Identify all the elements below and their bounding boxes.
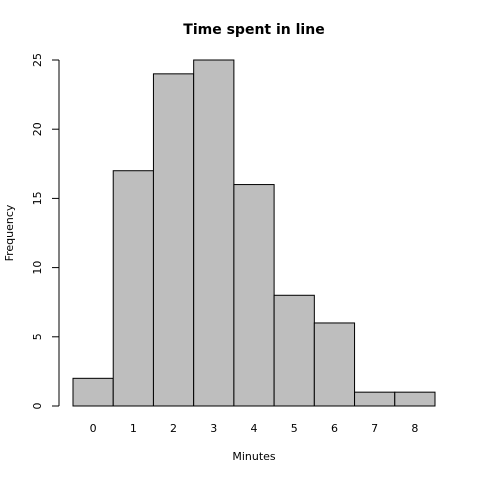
y-tick-label: 20: [31, 122, 44, 136]
x-tick-label: 1: [130, 422, 137, 435]
x-tick-label: 3: [210, 422, 217, 435]
y-tick-label: 15: [31, 191, 44, 205]
bar: [313, 322, 356, 407]
y-tick-label: 5: [31, 333, 44, 340]
y-axis-label: Frequency: [3, 204, 16, 261]
y-tick-label: 10: [31, 261, 44, 275]
bar: [354, 391, 396, 407]
y-tick-label: 25: [31, 53, 44, 67]
x-tick-label: 8: [411, 422, 418, 435]
bar: [72, 377, 114, 407]
x-tick-label: 2: [170, 422, 177, 435]
bar: [394, 391, 436, 407]
bar: [233, 184, 275, 407]
bar: [152, 73, 195, 407]
x-tick-label: 5: [291, 422, 298, 435]
bar: [273, 294, 315, 407]
x-tick-label: 4: [251, 422, 258, 435]
y-tick-label: 0: [31, 403, 44, 410]
x-tick-label: 0: [90, 422, 97, 435]
x-tick-label: 7: [371, 422, 378, 435]
x-axis-label: Minutes: [232, 450, 276, 463]
chart-title: Time spent in line: [183, 22, 324, 38]
bar: [112, 170, 154, 407]
x-tick-label: 6: [331, 422, 338, 435]
bar: [193, 59, 235, 407]
